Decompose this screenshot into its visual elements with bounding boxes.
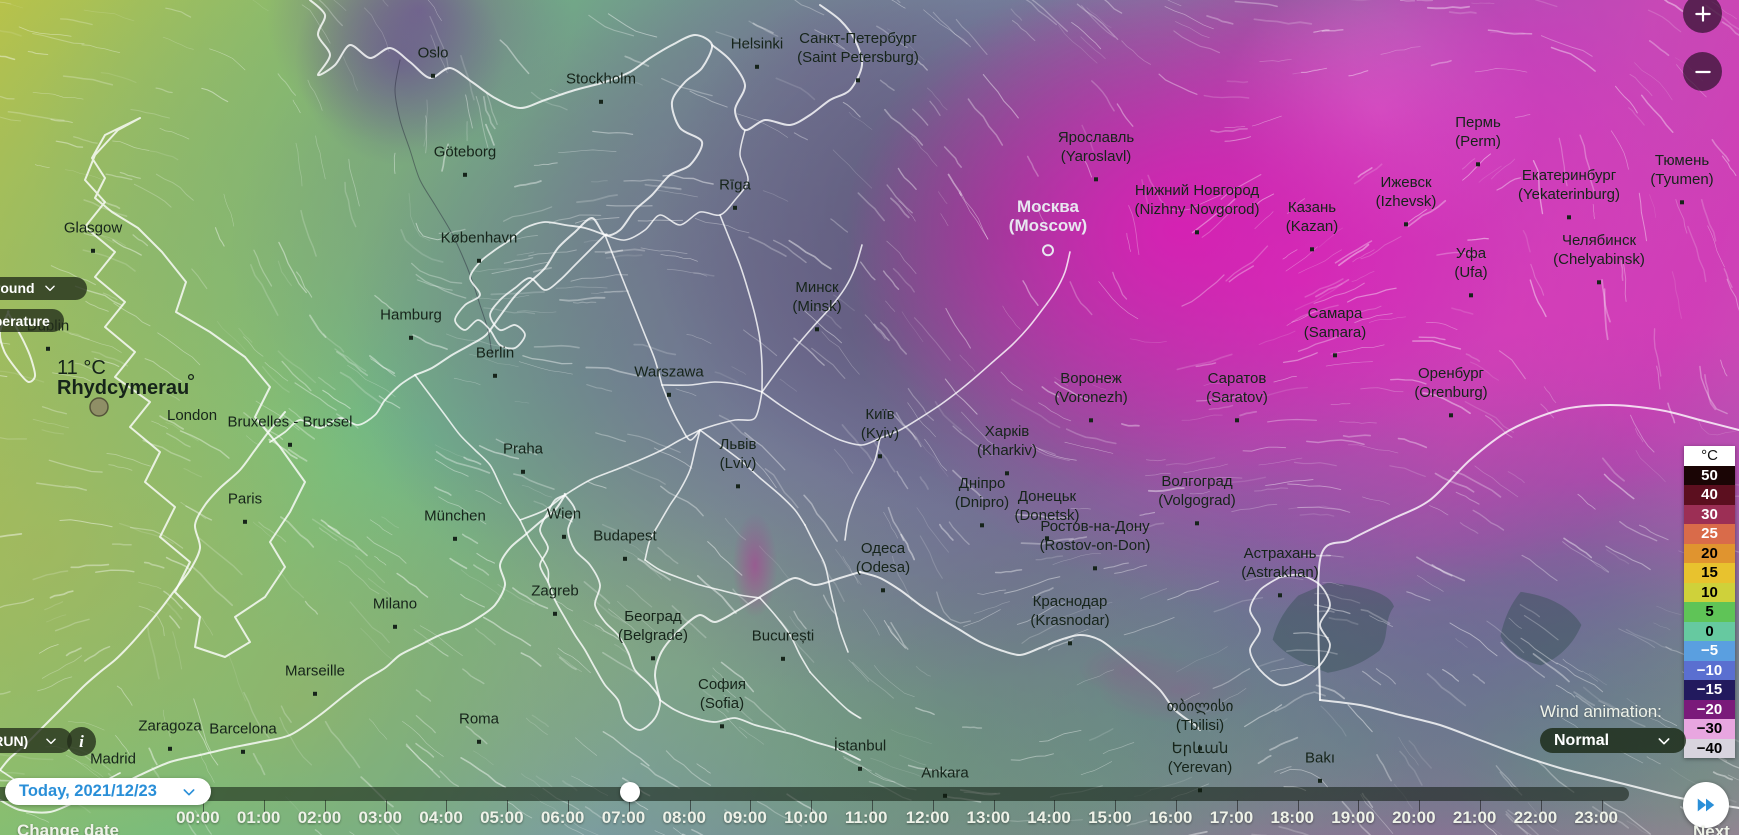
svg-text:București: București [752,628,815,645]
svg-text:(Perm): (Perm) [1455,133,1501,150]
svg-text:Rhydcymerau: Rhydcymerau [57,377,189,399]
svg-text:(Odesa): (Odesa) [856,559,910,576]
svg-text:(Yaroslavl): (Yaroslavl) [1061,148,1132,165]
svg-text:Hamburg: Hamburg [380,307,442,324]
svg-text:(Nizhny Novgorod): (Nizhny Novgorod) [1134,201,1259,218]
svg-text:Харків: Харків [985,423,1030,440]
svg-text:(Kyiv): (Kyiv) [861,425,899,442]
svg-text:(Minsk): (Minsk) [792,298,841,315]
svg-text:Warszawa: Warszawa [634,364,704,381]
svg-text:Краснодар: Краснодар [1033,593,1108,610]
svg-text:Ростов-на-Дону: Ростов-на-Дону [1040,518,1150,535]
svg-text:Оренбург: Оренбург [1418,365,1485,382]
svg-text:(Saratov): (Saratov) [1206,389,1268,406]
svg-text:София: София [698,676,746,693]
svg-text:11 °C: 11 °C [57,357,106,379]
svg-text:Пермь: Пермь [1455,114,1501,131]
svg-text:(Tbilisi): (Tbilisi) [1176,717,1224,734]
svg-text:(Moscow): (Moscow) [1009,216,1087,235]
svg-text:Berlin: Berlin [476,345,514,362]
svg-text:(Yekaterinburg): (Yekaterinburg) [1518,186,1620,203]
svg-text:Ижевск: Ижевск [1380,174,1431,191]
svg-text:(Chelyabinsk): (Chelyabinsk) [1553,251,1645,268]
svg-text:Stockholm: Stockholm [566,71,636,88]
svg-text:(Lviv): (Lviv) [720,455,757,472]
svg-text:London: London [167,407,217,424]
svg-text:Rīga: Rīga [719,177,751,194]
svg-text:Ankara: Ankara [921,765,969,782]
svg-text:Bruxelles - Brussel: Bruxelles - Brussel [227,414,352,431]
svg-text:Київ: Київ [865,406,894,423]
svg-text:Zaragoza: Zaragoza [138,718,202,735]
svg-text:Волгоград: Волгоград [1161,473,1232,490]
svg-text:(Voronezh): (Voronezh) [1054,389,1127,406]
svg-text:Marseille: Marseille [285,663,345,680]
svg-text:(Tyumen): (Tyumen) [1650,171,1713,188]
svg-text:Bakı: Bakı [1305,750,1335,767]
svg-text:Уфа: Уфа [1456,245,1487,262]
svg-text:(Dnipro): (Dnipro) [955,494,1009,511]
svg-text:Երևան: Երևան [1172,740,1229,757]
svg-text:(Kharkiv): (Kharkiv) [977,442,1037,459]
svg-text:Barcelona: Barcelona [209,721,277,738]
svg-text:München: München [424,508,486,525]
svg-text:(Rostov-on-Don): (Rostov-on-Don) [1040,537,1151,554]
svg-text:(Ufa): (Ufa) [1454,264,1487,281]
svg-text:(Saint Petersburg): (Saint Petersburg) [797,49,919,66]
svg-text:Минск: Минск [795,279,839,296]
svg-text:თბილისი: თბილისი [1167,698,1234,715]
svg-text:Саратов: Саратов [1208,370,1267,387]
svg-text:İstanbul: İstanbul [834,737,887,755]
svg-text:(Belgrade): (Belgrade) [618,627,688,644]
svg-text:(Yerevan): (Yerevan) [1168,759,1232,776]
svg-text:Wien: Wien [547,506,581,523]
svg-text:Львів: Львів [720,436,757,453]
svg-text:Екатеринбург: Екатеринбург [1522,167,1617,184]
svg-text:Helsinki: Helsinki [731,36,784,53]
svg-text:(Samara): (Samara) [1304,324,1367,341]
svg-text:Самара: Самара [1308,305,1363,322]
svg-text:(Kazan): (Kazan) [1286,218,1339,235]
svg-text:Донецьк: Донецьк [1018,488,1077,505]
svg-text:Одеса: Одеса [861,540,906,557]
svg-text:Воронеж: Воронеж [1060,370,1122,387]
svg-text:Тюмень: Тюмень [1655,152,1710,169]
svg-text:(Orenburg): (Orenburg) [1414,384,1487,401]
svg-text:Астрахань: Астрахань [1244,545,1317,562]
svg-text:Санкт-Петербург: Санкт-Петербург [799,30,917,47]
svg-text:Zagreb: Zagreb [531,583,579,600]
svg-text:Milano: Milano [373,596,417,613]
svg-text:(Astrakhan): (Astrakhan) [1241,564,1319,581]
svg-text:Челябинск: Челябинск [1562,232,1636,249]
svg-text:Дніпро: Дніпро [959,475,1006,492]
svg-text:Budapest: Budapest [593,528,657,545]
svg-text:Praha: Praha [503,441,544,458]
svg-text:Glasgow: Glasgow [64,220,123,237]
svg-text:Москва: Москва [1017,197,1080,216]
svg-text:Београд: Београд [624,608,682,625]
svg-text:(Sofia): (Sofia) [700,695,744,712]
svg-text:København: København [441,230,518,247]
svg-text:Paris: Paris [228,491,262,508]
svg-text:(Krasnodar): (Krasnodar) [1030,612,1109,629]
svg-text:(Volgograd): (Volgograd) [1158,492,1236,509]
svg-text:Madrid: Madrid [90,751,136,768]
svg-text:Göteborg: Göteborg [434,144,497,161]
svg-text:Ярославль: Ярославль [1058,129,1134,146]
svg-text:Казань: Казань [1288,199,1336,216]
svg-text:(Izhevsk): (Izhevsk) [1376,193,1437,210]
svg-text:Oslo: Oslo [418,45,449,62]
svg-text:Roma: Roma [459,711,500,728]
svg-text:Нижний Новгород: Нижний Новгород [1135,182,1259,199]
